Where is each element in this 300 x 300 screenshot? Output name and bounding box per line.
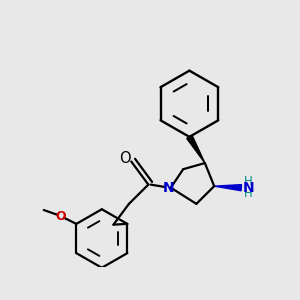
Text: H: H <box>244 187 253 200</box>
Polygon shape <box>187 135 205 163</box>
Text: H: H <box>244 175 253 188</box>
Polygon shape <box>214 184 242 191</box>
Text: O: O <box>56 210 66 223</box>
Text: O: O <box>119 151 131 166</box>
Text: N: N <box>242 181 254 195</box>
Text: N: N <box>163 182 174 196</box>
